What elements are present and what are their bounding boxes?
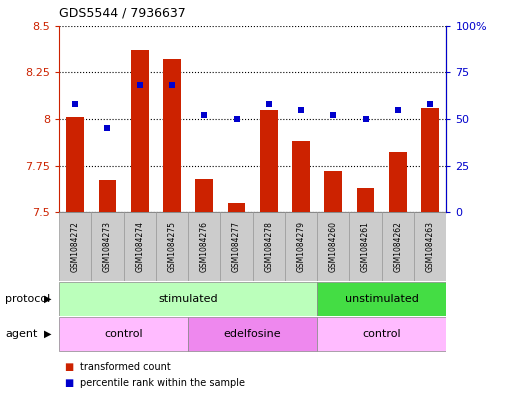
Point — [168, 82, 176, 88]
Text: GDS5544 / 7936637: GDS5544 / 7936637 — [59, 7, 186, 20]
Bar — [195, 179, 213, 212]
Point — [71, 101, 79, 107]
Text: ▶: ▶ — [44, 329, 51, 339]
Bar — [357, 188, 374, 212]
Text: edelfosine: edelfosine — [224, 329, 282, 339]
Bar — [285, 212, 317, 281]
Bar — [421, 108, 439, 212]
Text: GSM1084279: GSM1084279 — [297, 221, 306, 272]
Bar — [260, 110, 278, 212]
Point — [426, 101, 435, 107]
Bar — [349, 212, 382, 281]
Point — [329, 112, 338, 118]
Text: stimulated: stimulated — [159, 294, 218, 304]
Bar — [221, 212, 252, 281]
Bar — [156, 212, 188, 281]
Text: ▶: ▶ — [44, 294, 51, 304]
Text: ■: ■ — [64, 378, 73, 388]
Point — [265, 101, 273, 107]
Text: control: control — [363, 329, 401, 339]
Text: GSM1084277: GSM1084277 — [232, 221, 241, 272]
Point — [135, 82, 144, 88]
Bar — [414, 212, 446, 281]
Text: agent: agent — [5, 329, 37, 339]
Text: GSM1084272: GSM1084272 — [71, 221, 80, 272]
Text: GSM1084262: GSM1084262 — [393, 221, 402, 272]
Bar — [66, 117, 84, 212]
Text: GSM1084273: GSM1084273 — [103, 221, 112, 272]
Bar — [228, 203, 245, 212]
Text: control: control — [104, 329, 143, 339]
Point — [394, 107, 402, 113]
Bar — [59, 212, 91, 281]
Text: percentile rank within the sample: percentile rank within the sample — [80, 378, 245, 388]
Bar — [188, 317, 317, 351]
Point — [297, 107, 305, 113]
Bar — [98, 180, 116, 212]
Text: GSM1084260: GSM1084260 — [329, 221, 338, 272]
Point — [103, 125, 111, 131]
Text: unstimulated: unstimulated — [345, 294, 419, 304]
Text: protocol: protocol — [5, 294, 50, 304]
Bar — [163, 59, 181, 212]
Bar — [59, 282, 317, 316]
Point — [200, 112, 208, 118]
Bar — [252, 212, 285, 281]
Bar — [59, 317, 188, 351]
Text: ■: ■ — [64, 362, 73, 373]
Bar — [317, 282, 446, 316]
Text: GSM1084263: GSM1084263 — [426, 221, 435, 272]
Text: transformed count: transformed count — [80, 362, 170, 373]
Text: GSM1084275: GSM1084275 — [167, 221, 176, 272]
Text: GSM1084278: GSM1084278 — [264, 221, 273, 272]
Bar — [317, 212, 349, 281]
Bar — [317, 317, 446, 351]
Bar — [324, 171, 342, 212]
Bar — [131, 50, 149, 212]
Point — [362, 116, 370, 122]
Text: GSM1084274: GSM1084274 — [135, 221, 144, 272]
Bar — [91, 212, 124, 281]
Bar — [382, 212, 414, 281]
Bar — [188, 212, 221, 281]
Bar — [292, 141, 310, 212]
Text: GSM1084276: GSM1084276 — [200, 221, 209, 272]
Text: GSM1084261: GSM1084261 — [361, 221, 370, 272]
Point — [232, 116, 241, 122]
Bar — [124, 212, 156, 281]
Bar — [389, 152, 407, 212]
